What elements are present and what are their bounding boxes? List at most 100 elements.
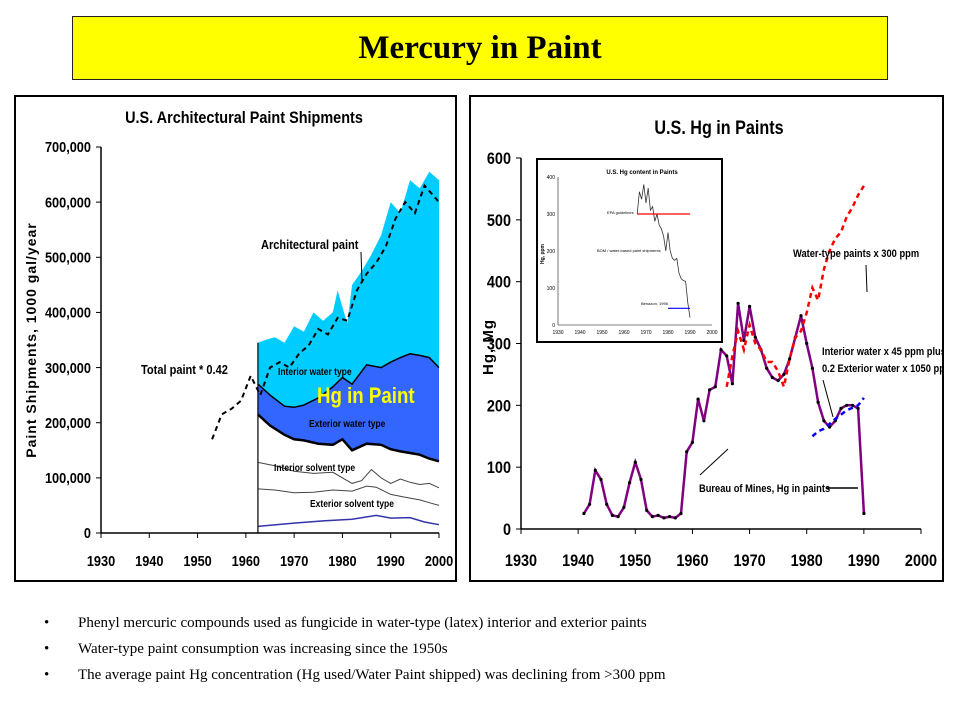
x-tick-label: 1960 <box>676 552 708 570</box>
inset-y-tick-label: 0 <box>552 323 555 329</box>
inset-x-tick-label: 1930 <box>552 330 563 336</box>
annotation-water-type-paints: Water-type paints x 300 ppm <box>793 248 919 260</box>
bureau-of-mines-point <box>645 508 649 512</box>
bureau-of-mines-point <box>610 513 614 517</box>
bureau-of-mines-point <box>845 403 849 407</box>
inset-chart-frame <box>536 158 723 343</box>
axes: 1930 1940 1950 1960 1970 1980 1990 2000 0 100,000… <box>45 138 453 569</box>
x-tick-label: 1960 <box>232 552 261 569</box>
bullet-text: Water-type paint consumption was increas… <box>78 641 448 657</box>
y-tick-label: 500 <box>487 212 511 230</box>
interior-solvent-line <box>257 461 440 489</box>
bottom-series-line <box>257 514 440 528</box>
y-tick-label: 400,000 <box>45 304 91 321</box>
annotation-leader <box>360 251 363 283</box>
bureau-of-mines-point <box>805 341 809 346</box>
solvent-region <box>257 414 439 533</box>
axes: 1930 1940 1950 1960 1970 1980 1990 200001002003… <box>487 150 937 570</box>
inset-x-tick-label: 1940 <box>574 330 585 336</box>
x-tick-label: 1940 <box>562 552 594 570</box>
annotation-leader <box>865 264 868 293</box>
y-tick-label: 400 <box>487 274 511 292</box>
hg-in-paints-chart-panel: 1930 1940 1950 1960 1970 1980 1990 2000 0 100 200 3… <box>469 95 944 582</box>
y-tick-label: 600 <box>487 150 511 168</box>
bullet-icon: • <box>44 641 50 657</box>
interior-water-line <box>257 353 440 409</box>
x-tick-label: 1950 <box>183 552 212 569</box>
plot-area <box>211 171 440 533</box>
inset-x-tick-label: 1970 <box>640 330 651 336</box>
bureau-of-mines-point <box>656 513 660 517</box>
inset-y-tick-label: 200 <box>547 249 556 255</box>
bureau-of-mines-line <box>582 303 866 520</box>
bureau-of-mines-point <box>593 468 597 472</box>
bureau-of-mines-point <box>662 516 666 520</box>
inset-x-tick-label: 2000 <box>706 330 717 336</box>
bullet-item: • Phenyl mercuric compounds used as fungi… <box>44 614 666 640</box>
x-tick-label: 1970 <box>734 552 766 570</box>
total-paint-dashed-line <box>211 183 440 440</box>
y-tick-label: 500,000 <box>45 249 91 266</box>
bureau-of-mines-point <box>668 515 672 519</box>
x-tick-label: 1990 <box>848 552 880 570</box>
y-axis-label: Paint Shipments, 1000 gal/year <box>23 222 39 457</box>
inset-y-axis-label: Hg, ppm <box>540 243 546 264</box>
inset-y-tick-label: 100 <box>547 286 556 292</box>
chart-title: U.S. Hg in Paints <box>654 117 783 139</box>
bureau-of-mines-point <box>605 502 609 506</box>
bureau-of-mines-point <box>719 348 723 352</box>
hg-in-paints-chart: 1930 1940 1950 1960 1970 1980 1990 200001002003… <box>480 117 944 571</box>
annotation-exterior-solvent: Exterior solvent type <box>310 498 394 509</box>
annotation-interior-solvent: Interior solvent type <box>274 462 355 473</box>
bureau-of-mines-point <box>782 372 786 376</box>
y-tick-label: 300 <box>487 335 511 353</box>
y-axis-label: Hg, Mg <box>480 319 497 375</box>
bullet-text: Phenyl mercuric compounds used as fungic… <box>78 615 647 631</box>
y-tick-label: 100 <box>487 459 511 477</box>
y-tick-label: 100,000 <box>45 469 91 486</box>
bullet-list: • Phenyl mercuric compounds used as fungi… <box>44 614 666 692</box>
inset-x-tick-label: 1950 <box>596 330 607 336</box>
annotation-leader <box>699 448 729 476</box>
bureau-of-mines-point <box>696 397 700 401</box>
architectural-paint-chart-panel: 1930 1940 1950 1960 1970 1980 1990 2000 0 100,000… <box>14 95 457 582</box>
exterior-water-line <box>257 413 440 463</box>
bureau-of-mines-point <box>650 515 654 519</box>
y-tick-label: 200 <box>487 397 511 415</box>
inset-annotation-epa: EPA guidelines <box>607 210 634 215</box>
bureau-of-mines-point <box>679 511 683 516</box>
inset-y-tick-label: 400 <box>547 175 556 181</box>
inset-x-tick-label: 1980 <box>662 330 673 336</box>
bullet-icon: • <box>44 667 50 683</box>
chart-title: U.S. Architectural Paint Shipments <box>125 109 363 127</box>
annotation-total-paint: Total paint * 0.42 <box>141 362 228 377</box>
bureau-of-mines-point <box>748 304 752 308</box>
bullet-item: • Water-type paint consumption was increa… <box>44 640 666 666</box>
x-tick-label: 2000 <box>905 552 937 570</box>
x-tick-label: 1970 <box>280 552 309 569</box>
architectural-paint-area <box>257 171 439 408</box>
bureau-of-mines-point <box>816 400 820 404</box>
y-tick-label: 0 <box>503 521 511 539</box>
inset-annotation-bom: BOM / water-based paint shipments <box>597 248 661 253</box>
bureau-of-mines-point <box>850 403 854 407</box>
bureau-of-mines-point <box>673 516 677 520</box>
bureau-of-mines-point <box>633 460 637 464</box>
bureau-of-mines-point <box>639 477 643 482</box>
bureau-of-mines-point <box>599 477 603 482</box>
exterior-solvent-line <box>257 485 440 506</box>
annotation-interior-water-line1: Interior water x 45 ppm plus <box>822 346 944 358</box>
x-tick-label: 1930 <box>87 552 116 569</box>
inset-x-tick-label: 1990 <box>684 330 695 336</box>
x-tick-label: 1990 <box>377 552 406 569</box>
bureau-of-mines-point <box>753 335 757 339</box>
bullet-icon: • <box>44 615 50 631</box>
x-tick-label: 1930 <box>505 552 537 570</box>
y-tick-label: 300,000 <box>45 359 91 376</box>
y-tick-label: 600,000 <box>45 193 91 210</box>
inset-y-tick-label: 300 <box>547 212 556 218</box>
bureau-of-mines-point <box>730 382 734 386</box>
x-tick-label: 2000 <box>425 552 454 569</box>
y-tick-label: 700,000 <box>45 138 91 155</box>
annotation-bureau-of-mines: Bureau of Mines, Hg in paints <box>699 483 830 495</box>
